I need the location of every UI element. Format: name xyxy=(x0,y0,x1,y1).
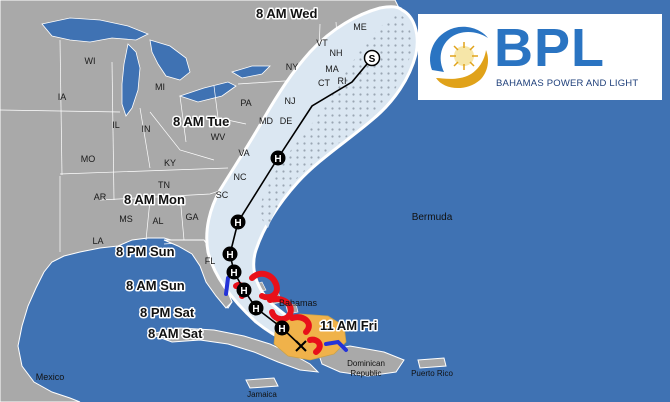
bpl-logo: BPL BAHAMAS POWER AND LIGHT xyxy=(418,14,662,100)
hurricane-marker-tue-am: H xyxy=(270,150,286,166)
lake-ontario xyxy=(231,65,271,79)
state-label-ia: IA xyxy=(58,92,67,102)
state-label-ma: MA xyxy=(325,64,339,74)
lake-huron xyxy=(149,39,191,81)
bpl-swirl-logo-icon xyxy=(430,26,488,89)
state-label-ar: AR xyxy=(94,192,107,202)
state-label-md: MD xyxy=(259,116,273,126)
forecast-cone-dotted xyxy=(258,14,412,228)
place-label-jamaica: Jamaica xyxy=(247,390,277,399)
label-11am-fri: 11 AM Fri xyxy=(320,318,377,333)
svg-text:H: H xyxy=(274,154,281,165)
state-label-nc: NC xyxy=(234,172,247,182)
tropical-storm-marker-wed-am: S xyxy=(363,49,381,67)
svg-text:H: H xyxy=(226,250,233,261)
land-jamaica xyxy=(245,377,279,389)
state-label-in: IN xyxy=(142,124,151,134)
state-label-nh: NH xyxy=(330,48,343,58)
state-label-me: ME xyxy=(353,22,367,32)
state-label-fl: FL xyxy=(205,256,216,266)
place-label-republic: Republic xyxy=(350,369,381,378)
land-puerto-rico xyxy=(417,357,447,369)
storm-markers: H H H H H H H S xyxy=(222,49,381,336)
label-8am-sun: 8 AM Sun xyxy=(126,278,185,293)
state-label-il: IL xyxy=(112,120,120,130)
place-label-puerto-rico: Puerto Rico xyxy=(411,369,453,378)
state-label-de: DE xyxy=(280,116,293,126)
state-label-wv: WV xyxy=(211,132,226,142)
state-label-pa: PA xyxy=(240,98,251,108)
lake-erie xyxy=(178,81,237,103)
state-label-la: LA xyxy=(92,236,103,246)
tropical-storm-warning-areas xyxy=(224,276,348,352)
place-label-mexico: Mexico xyxy=(36,372,65,382)
bpl-logo-subtitle: BAHAMAS POWER AND LIGHT xyxy=(496,78,639,89)
label-8pm-sat: 8 PM Sat xyxy=(140,305,195,320)
hurricane-marker-sun-am: H xyxy=(236,282,252,298)
state-labels: WI MI IA IL IN OH PA NY VT NH ME MA CT M… xyxy=(58,22,367,266)
state-label-ms: MS xyxy=(119,214,133,224)
label-8pm-sun: 8 PM Sun xyxy=(116,244,175,259)
svg-text:H: H xyxy=(230,268,237,279)
land-hispaniola xyxy=(317,345,405,377)
state-label-sc: SC xyxy=(216,190,229,200)
state-label-tn: TN xyxy=(158,180,170,190)
hurricane-marker-mon-am: H xyxy=(230,214,246,230)
hurricane-marker-sat-pm: H xyxy=(248,300,264,316)
state-label-ga: GA xyxy=(185,212,198,222)
lake-michigan xyxy=(121,43,141,117)
lake-superior xyxy=(41,17,149,43)
bpl-logo-title: BPL xyxy=(494,18,605,78)
state-label-ri: RI xyxy=(338,76,347,86)
hurricane-marker-mon-pm: H xyxy=(222,246,238,262)
svg-text:H: H xyxy=(240,286,247,297)
track-time-labels: 8 AM Wed 8 AM Tue 8 AM Mon 8 PM Sun 8 AM… xyxy=(115,5,379,343)
land-cuba xyxy=(148,327,320,373)
current-position-marker xyxy=(295,340,307,352)
state-label-ct: CT xyxy=(318,78,330,88)
state-label-nj: NJ xyxy=(285,96,296,106)
state-label-ky: KY xyxy=(164,158,176,168)
svg-text:H: H xyxy=(252,304,259,315)
svg-text:S: S xyxy=(369,54,376,65)
hurricane-marker-sat-am: H xyxy=(274,320,290,336)
place-label-bahamas: Bahamas xyxy=(279,298,318,308)
svg-text:H: H xyxy=(234,218,241,229)
label-8am-tue: 8 AM Tue xyxy=(173,114,229,129)
label-8am-mon: 8 AM Mon xyxy=(124,192,185,207)
state-label-ny: NY xyxy=(286,62,299,72)
label-8am-wed: 8 AM Wed xyxy=(256,6,317,21)
place-label-bermuda: Bermuda xyxy=(412,212,453,223)
label-8am-sat: 8 AM Sat xyxy=(148,326,203,341)
state-label-mo: MO xyxy=(81,154,96,164)
state-label-wi: WI xyxy=(85,56,96,66)
place-label-dominican: Dominican xyxy=(347,359,385,368)
svg-text:H: H xyxy=(278,324,285,335)
state-label-va: VA xyxy=(238,148,249,158)
state-label-al: AL xyxy=(152,216,163,226)
state-label-vt: VT xyxy=(316,38,328,48)
hurricane-marker-sun-pm: H xyxy=(226,264,242,280)
state-label-mi: MI xyxy=(155,82,165,92)
state-label-oh: OH xyxy=(189,116,203,126)
